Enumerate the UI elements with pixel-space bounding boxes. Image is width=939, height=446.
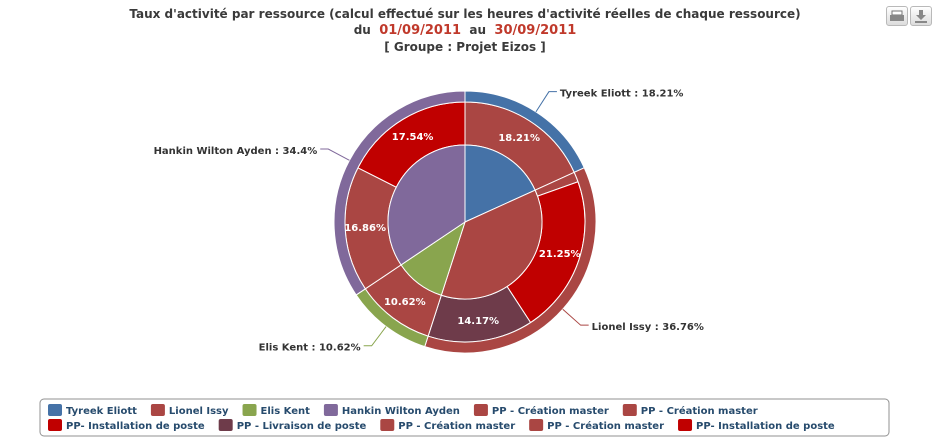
resource-slice: [387, 144, 466, 266]
legend-label: PP - Création master: [641, 405, 758, 417]
task-label: 17.54%: [392, 132, 434, 143]
task-label: 18.21%: [498, 133, 540, 144]
legend-label: PP - Création master: [398, 420, 515, 432]
group: [ Groupe : Projet Eizos ]: [384, 40, 546, 54]
label-connector: [320, 148, 350, 161]
resource-slice: [464, 144, 536, 223]
label-connector: [562, 308, 589, 326]
header: Taux d'activité par ressource (calcul ef…: [0, 6, 930, 55]
legend-swatch: [48, 404, 62, 416]
start-date: 01/09/2011: [379, 23, 462, 38]
chart-title: Taux d'activité par ressource (calcul ef…: [129, 7, 801, 21]
legend-label: PP - Création master: [492, 405, 609, 417]
task-label: 21.25%: [539, 249, 581, 260]
resource-label: Hankin Wilton Ayden : 34.4%: [154, 146, 318, 157]
legend-item[interactable]: Lionel Issy: [150, 404, 229, 417]
legend-swatch: [323, 404, 338, 416]
legend-label: Elis Kent: [261, 406, 311, 417]
legend-item[interactable]: PP - Création master: [380, 419, 515, 432]
resource-slice: [440, 189, 543, 300]
legend-label: PP - Création master: [547, 420, 664, 432]
legend-label: PP - Livraison de poste: [237, 421, 367, 432]
download-button[interactable]: [910, 6, 932, 26]
legend-item[interactable]: Tyreek Eliott: [48, 404, 137, 417]
legend-swatch: [622, 404, 637, 416]
print-button[interactable]: [886, 6, 908, 26]
resource-ring: [333, 90, 466, 296]
legend-swatch: [529, 419, 544, 431]
legend-swatch: [473, 404, 488, 416]
legend-item[interactable]: PP - Création master: [529, 419, 664, 432]
legend-swatch: [242, 404, 257, 416]
resource-label: Lionel Issy : 36.76%: [592, 322, 704, 333]
legend-label: Hankin Wilton Ayden: [342, 406, 460, 417]
end-date: 30/09/2011: [494, 23, 577, 38]
resource-label: Elis Kent : 10.62%: [259, 343, 361, 354]
label-connector: [363, 326, 387, 347]
legend-item[interactable]: PP- Installation de poste: [48, 419, 205, 432]
from-label: du: [353, 23, 371, 37]
period: du 01/09/2011 au 30/09/2011: [0, 22, 930, 39]
legend-item[interactable]: PP- Installation de poste: [678, 419, 835, 432]
legend-swatch: [48, 419, 62, 431]
task-label: 16.86%: [344, 223, 386, 234]
legend-label: Lionel Issy: [169, 406, 229, 417]
task-label: 14.17%: [457, 316, 499, 327]
legend-swatch: [218, 419, 233, 431]
legend-label: PP- Installation de poste: [696, 421, 835, 432]
label-connector: [535, 91, 557, 113]
legend-label: PP- Installation de poste: [66, 421, 205, 432]
legend-swatch: [150, 404, 165, 416]
resource-label: Tyreek Eliott : 18.21%: [560, 89, 684, 100]
legend-item[interactable]: PP - Création master: [622, 404, 758, 417]
legend-item[interactable]: Elis Kent: [242, 404, 311, 417]
legend-item[interactable]: Hankin Wilton Ayden: [323, 404, 460, 417]
legend-label: Tyreek Eliott: [66, 406, 137, 417]
legend-swatch: [380, 419, 395, 431]
to-label: au: [469, 23, 487, 37]
legend-item[interactable]: PP - Création master: [473, 404, 609, 417]
legend-swatch: [678, 419, 693, 431]
print-icon: [890, 10, 904, 21]
legend-item[interactable]: PP - Livraison de poste: [218, 419, 367, 432]
task-label: 10.62%: [384, 297, 426, 308]
download-icon: [915, 10, 927, 23]
